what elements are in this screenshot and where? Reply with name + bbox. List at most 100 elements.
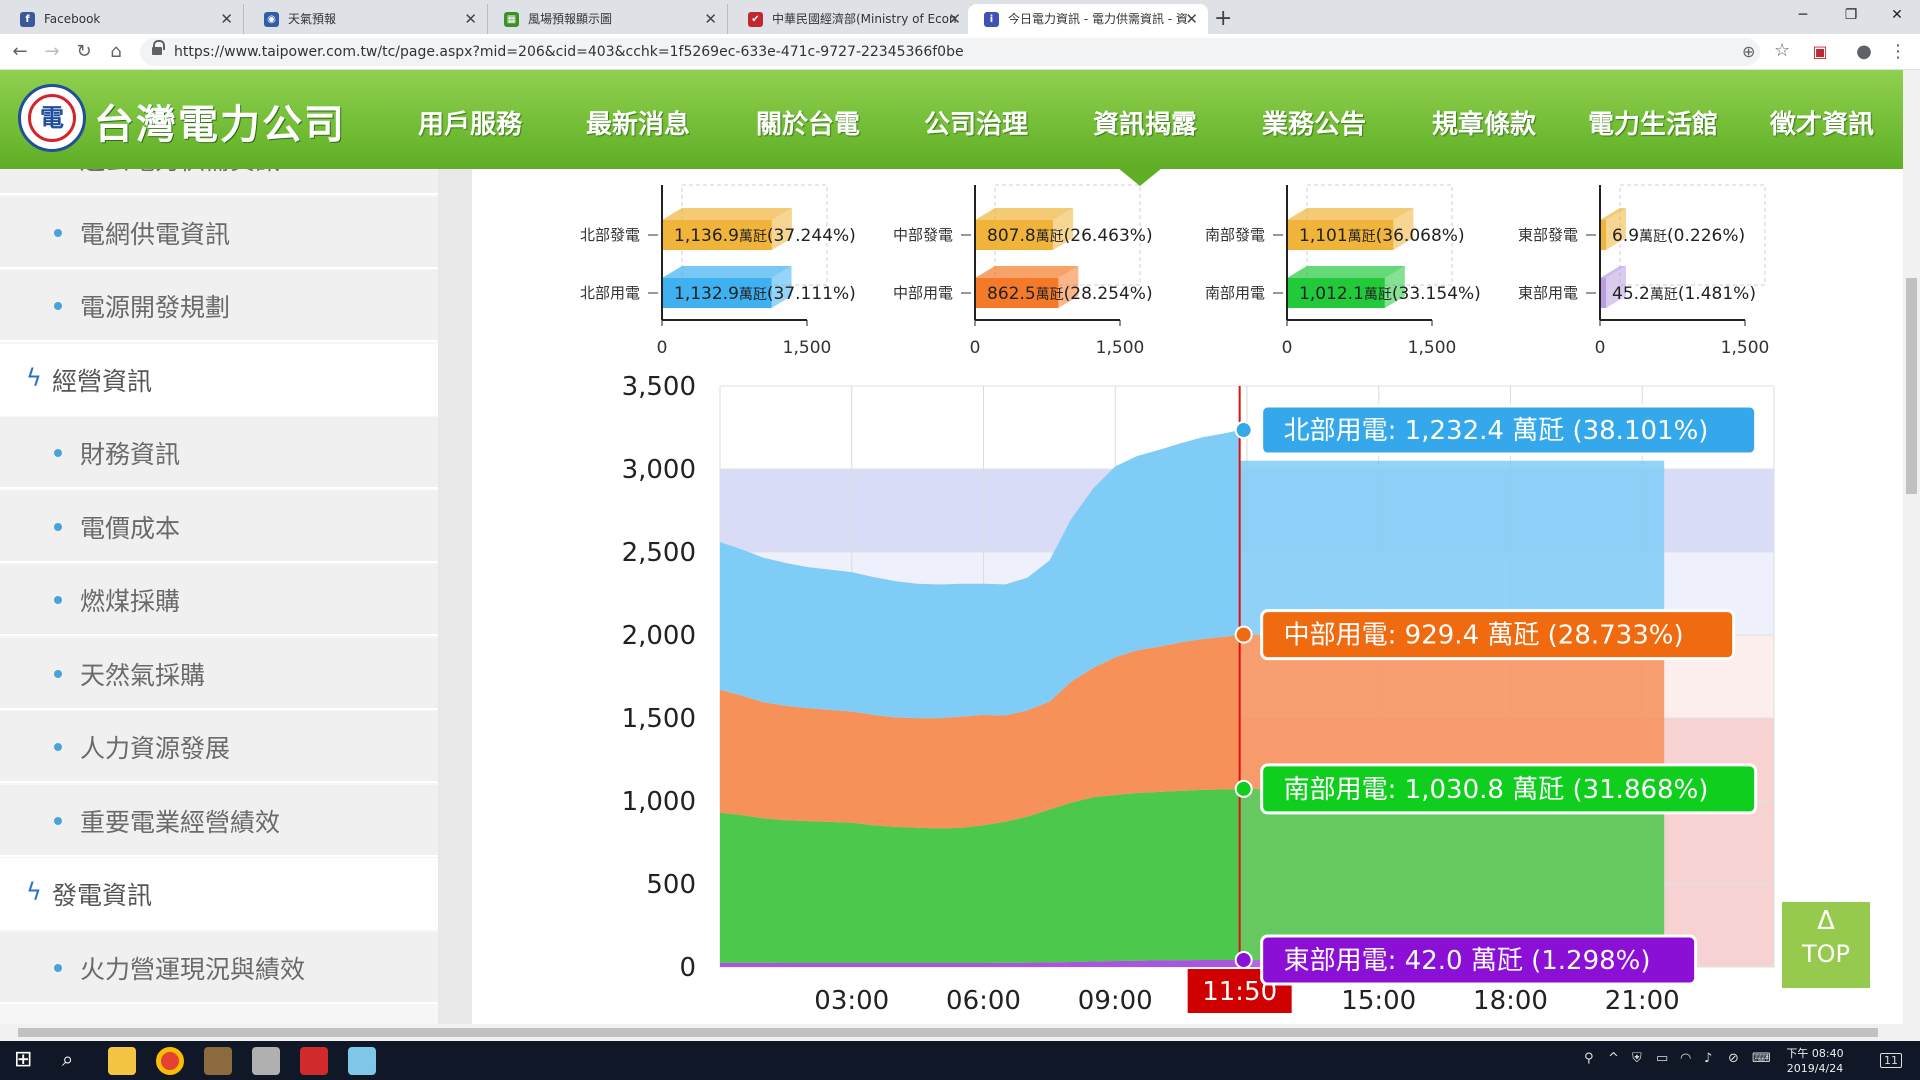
hover-point[interactable] — [1234, 625, 1253, 644]
tab-title: 天氣預報 — [288, 12, 337, 26]
area-series[interactable] — [720, 960, 1240, 967]
bar-mark — [662, 220, 772, 250]
browser-tab[interactable]: f Facebook ✕ — [4, 4, 244, 34]
y-tick-label: 500 — [646, 870, 696, 900]
tab-close-icon[interactable]: ✕ — [1185, 10, 1198, 28]
y-tick-label: 1,000 — [622, 787, 696, 817]
bar-x-tick-label: 0 — [1282, 338, 1293, 358]
reload-icon[interactable]: ↻ — [76, 41, 92, 62]
keyboard-icon[interactable]: ⌨ — [1752, 1051, 1771, 1066]
search-icon[interactable]: ⌕ — [62, 1047, 74, 1071]
menu-item[interactable]: 關於台電 — [756, 110, 861, 140]
notification-count[interactable]: 11 — [1880, 1053, 1902, 1068]
account-icon[interactable]: ● — [1856, 41, 1872, 62]
site-logo-text[interactable]: 台灣電力公司 — [94, 101, 346, 148]
tab-close-icon[interactable]: ✕ — [220, 10, 233, 28]
sidebar-category[interactable]: ϟ 經營資訊 — [0, 343, 438, 416]
hover-point[interactable] — [1234, 779, 1253, 798]
bar-unit: 萬瓩 — [1036, 229, 1064, 245]
menu-item[interactable]: 電力生活館 — [1588, 110, 1719, 140]
sidebar-item[interactable]: 重要電業經營績效 — [0, 784, 438, 857]
volume-icon[interactable]: ♪ — [1704, 1051, 1713, 1066]
wifi-icon[interactable]: ◠ — [1680, 1051, 1692, 1066]
lock-icon[interactable] — [152, 40, 165, 56]
zoom-icon[interactable]: ⊕ — [1742, 42, 1756, 61]
tab-close-icon[interactable]: ✕ — [704, 10, 717, 28]
bar-x-tick-label: 0 — [1595, 338, 1606, 358]
browser-tab[interactable]: ▦ 風場預報顯示圖 ✕ — [488, 4, 728, 34]
close-window-button[interactable]: ✕ — [1891, 7, 1903, 23]
hover-point[interactable] — [1234, 421, 1253, 440]
menu-item[interactable]: 用戶服務 — [418, 110, 523, 140]
bar-category-label: 南部發電 — [1205, 226, 1265, 244]
y-tick-label: 2,500 — [622, 538, 696, 568]
menu-item[interactable]: 徵才資訊 — [1770, 110, 1875, 140]
browser-menu-icon[interactable]: ⋮ — [1889, 41, 1907, 62]
sidebar-category[interactable]: ϟ 發電資訊 — [0, 858, 438, 930]
block-icon[interactable]: ⊘ — [1728, 1051, 1739, 1066]
x-tick-label: 15:00 — [1341, 986, 1416, 1016]
start-icon[interactable]: ⊞ — [14, 1047, 33, 1072]
bookmark-star-icon[interactable]: ☆ — [1774, 40, 1791, 61]
browser-tab[interactable]: ◉ 天氣預報 ✕ — [248, 4, 488, 34]
back-icon[interactable]: ← — [12, 41, 28, 62]
new-tab-button[interactable]: + — [1214, 6, 1233, 31]
sidebar-item[interactable]: 財務資訊 — [0, 417, 438, 489]
bar-mark — [1600, 220, 1606, 250]
hover-point[interactable] — [1234, 951, 1253, 970]
area-series[interactable] — [720, 634, 1240, 829]
bar-x-tick-label: 0 — [970, 338, 981, 358]
chevron-up-icon[interactable]: ^ — [1608, 1051, 1619, 1066]
app-cloud-icon[interactable] — [252, 1047, 280, 1075]
bar-mark-top — [1287, 266, 1405, 278]
minimize-button[interactable]: ─ — [1798, 7, 1808, 23]
bar-x-tick-label: 1,500 — [1096, 338, 1145, 358]
vertical-scroll-thumb[interactable] — [1906, 278, 1917, 494]
sidebar-item[interactable]: 過去電力供需資訊 — [0, 169, 438, 195]
area-series[interactable] — [720, 430, 1240, 719]
forward-icon[interactable]: → — [44, 41, 60, 62]
maximize-button[interactable]: ❐ — [1844, 7, 1858, 23]
network-user-icon[interactable]: ⚲ — [1584, 1051, 1594, 1066]
projection-area — [1239, 788, 1665, 961]
battery-icon[interactable]: ▭ — [1656, 1051, 1669, 1066]
bar-mark-top — [975, 266, 1079, 278]
extension-icon[interactable]: ▣ — [1812, 42, 1828, 61]
tab-close-icon[interactable]: ✕ — [464, 10, 477, 28]
app-red-icon[interactable] — [300, 1047, 328, 1075]
sidebar-item[interactable]: 火力營運現況與績效 — [0, 931, 438, 1004]
menu-item[interactable]: 規章條款 — [1432, 110, 1537, 140]
clock-time[interactable]: 下午 08:40 — [1786, 1047, 1844, 1060]
menu-item[interactable]: 最新消息 — [586, 110, 691, 140]
sidebar-item[interactable]: 電價成本 — [0, 490, 438, 563]
sidebar-item[interactable]: 天然氣採購 — [0, 637, 438, 710]
sidebar-item[interactable]: 電源開發規劃 — [0, 270, 438, 342]
url-text[interactable]: https://www.taipower.com.tw/tc/page.aspx… — [174, 44, 964, 60]
area-series[interactable] — [720, 788, 1240, 964]
vertical-scrollbar[interactable] — [1903, 70, 1920, 1024]
browser-tab[interactable]: i 今日電力資訊 - 電力供需資訊 - 資 ✕ — [968, 4, 1208, 34]
back-to-top-button[interactable]: Δ TOP — [1782, 902, 1870, 988]
sidebar-item[interactable]: 人力資源發展 — [0, 711, 438, 783]
menu-item[interactable]: 公司治理 — [924, 110, 1029, 140]
taipower-logo-icon[interactable]: 電 — [18, 84, 86, 152]
file-explorer-icon[interactable] — [108, 1047, 136, 1075]
shield-icon[interactable]: ⛨ — [1632, 1051, 1642, 1066]
sidebar-item[interactable]: 電網供電資訊 — [0, 196, 438, 269]
address-bar[interactable]: https://www.taipower.com.tw/tc/page.aspx… — [140, 38, 1790, 66]
browser-tab[interactable]: ✔ 中華民國經濟部(Ministry of Econ ✕ — [732, 4, 972, 34]
menu-item[interactable]: 業務公告 — [1262, 110, 1367, 140]
x-tick-label: 06:00 — [946, 986, 1021, 1016]
browser-tab-bar: f Facebook ✕ ◉ 天氣預報 ✕ ▦ 風場預報顯示圖 ✕ ✔ 中華民國經濟部(Minist… — [0, 0, 1920, 34]
tab-close-icon[interactable]: ✕ — [948, 10, 961, 28]
menu-item[interactable]: 資訊揭露 — [1093, 110, 1198, 140]
sidebar-item[interactable]: 燃煤採購 — [0, 564, 438, 636]
bar-percent: (37.111%) — [767, 284, 856, 304]
app-paper-icon[interactable] — [348, 1047, 376, 1075]
home-icon[interactable]: ⌂ — [110, 41, 122, 62]
app-rabbit-icon[interactable] — [204, 1047, 232, 1075]
horizontal-scroll-thumb[interactable] — [18, 1028, 1878, 1037]
chrome-icon[interactable] — [156, 1047, 184, 1075]
clock-date[interactable]: 2019/4/24 — [1786, 1062, 1844, 1075]
bar-mark-side — [771, 208, 792, 250]
